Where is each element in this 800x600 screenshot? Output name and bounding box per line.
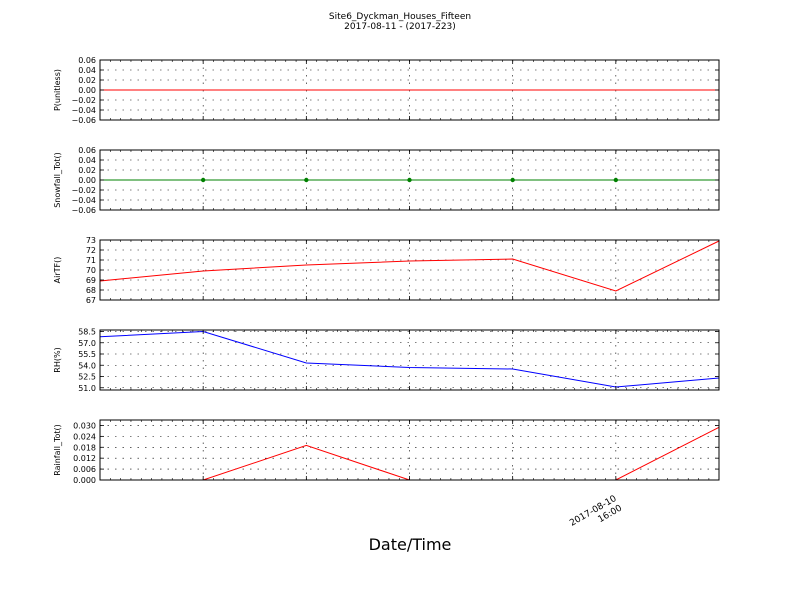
data-point xyxy=(304,177,309,183)
y-tick-label: 67 xyxy=(86,296,96,305)
y-tick-label: −0.04 xyxy=(71,196,96,205)
data-point xyxy=(613,177,619,183)
y-tick-label: 0.04 xyxy=(78,156,96,165)
y-tick-label: 0.06 xyxy=(78,146,96,155)
y-tick-label: 69 xyxy=(86,276,96,285)
chart-title: Site6_Dyckman_Houses_Fifteen xyxy=(329,12,471,22)
y-tick-label: 54.0 xyxy=(78,361,96,370)
y-tick-label: 72 xyxy=(86,246,96,255)
y-tick-label: 0.04 xyxy=(78,66,96,75)
y-tick-label: −0.06 xyxy=(71,116,96,125)
y-axis-label: AirTF() xyxy=(53,257,62,284)
y-tick-label: −0.02 xyxy=(71,186,96,195)
y-tick-label: 57.0 xyxy=(78,339,96,348)
y-tick-label: 0.006 xyxy=(73,465,96,474)
y-tick-label: 68 xyxy=(86,286,96,295)
y-tick-label: 0.024 xyxy=(73,432,96,441)
subplot-panels: 0.060.040.020.00−0.02−0.04−0.06P(unitles… xyxy=(53,56,720,485)
data-point xyxy=(200,177,206,183)
series-line xyxy=(99,330,720,388)
y-tick-label: 0.018 xyxy=(73,443,96,452)
y-tick-label: 51.0 xyxy=(78,384,96,393)
y-tick-label: 55.5 xyxy=(78,350,96,359)
y-tick-label: 0.06 xyxy=(78,56,96,65)
x-axis-label: Date/Time xyxy=(369,535,452,554)
y-axis-label: RH(%) xyxy=(53,347,62,372)
data-point xyxy=(407,177,412,183)
y-tick-label: 73 xyxy=(86,236,96,245)
y-tick-label: 0.00 xyxy=(78,86,96,95)
subplot-1: 0.060.040.020.00−0.02−0.04−0.06 P(unitles… xyxy=(53,56,720,125)
y-axis-label: P(unitless) xyxy=(53,69,62,111)
y-tick-label: 0.02 xyxy=(78,76,96,85)
y-tick-label: 0.012 xyxy=(73,454,96,463)
subplot-4: 58.5 57.0 55.5 54.0 52.5 51.0 RH(%) xyxy=(53,328,720,393)
y-axis-label: Snowfall_Tot() xyxy=(53,152,62,208)
y-tick-label: −0.02 xyxy=(71,96,96,105)
y-tick-label: −0.06 xyxy=(71,206,96,215)
y-tick-label: 0.02 xyxy=(78,166,96,175)
y-tick-label: 0.00 xyxy=(78,176,96,185)
y-tick-label: 58.5 xyxy=(78,328,96,337)
subplot-5: 0.030 0.024 0.018 0.012 0.006 0.000 Rainfall_T… xyxy=(53,419,720,485)
y-tick-label: 0.000 xyxy=(73,476,96,485)
x-tick-label: 2017-08-10 16:00 xyxy=(568,494,624,529)
subplot-2: 0.060.040.020.00−0.02−0.04−0.06 Snowfall_… xyxy=(53,146,720,215)
y-tick-label: −0.04 xyxy=(71,106,96,115)
y-tick-label: 70 xyxy=(86,266,96,275)
data-point xyxy=(510,177,515,183)
y-axis-label: Rainfall_Tot() xyxy=(53,424,62,476)
y-tick-label: 71 xyxy=(86,256,96,265)
y-tick-label: 0.030 xyxy=(73,421,96,430)
y-tick-label: 52.5 xyxy=(78,373,96,382)
chart-subtitle: 2017-08-11 - (2017-223) xyxy=(344,22,456,32)
series-line xyxy=(99,240,720,292)
